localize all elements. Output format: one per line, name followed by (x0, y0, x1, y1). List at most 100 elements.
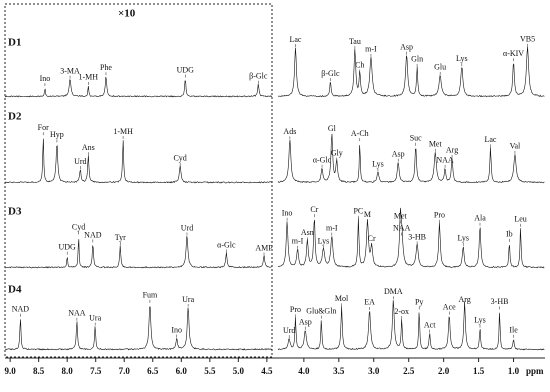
peak-label: α-KIV (503, 49, 524, 58)
x-tick-label: 8.0 (62, 366, 74, 376)
x-tick-label: 3.5 (333, 366, 345, 376)
peak-label: Met (394, 211, 408, 220)
peak-label: β-Glc (249, 72, 268, 81)
peak-label: Cr (310, 205, 318, 214)
peak-label: NAA (68, 309, 86, 318)
x-tick-label: 1.5 (473, 366, 485, 376)
x-tick-label: 5.5 (204, 366, 216, 376)
peak-label: Urd (181, 223, 193, 232)
peak-label: NAA (393, 223, 411, 232)
peak-label: NAA (436, 156, 454, 165)
peak-label: α-Glc (313, 156, 332, 165)
row-label: D1 (8, 37, 21, 49)
x-tick-label: 8.5 (33, 366, 45, 376)
x-tick-label: 5.0 (233, 366, 245, 376)
peak-label: Ura (182, 295, 194, 304)
spectrum-trace (4, 236, 273, 269)
peak-label: Ura (89, 313, 101, 322)
peak-label: Asp (392, 150, 405, 159)
scaled-region-box (4, 3, 273, 358)
peak-label: Gl (328, 124, 337, 133)
spectrum-trace (277, 133, 545, 184)
peak-label: AMP (255, 243, 273, 252)
peak-label: Gly (331, 148, 343, 157)
x-tick-label: 2.0 (438, 366, 450, 376)
peak-label: m-I (292, 237, 304, 246)
peak-label: 1-MH (79, 73, 99, 82)
peak-label: VB5 (520, 35, 535, 44)
peak-label: Asn (301, 228, 314, 237)
peak-label: Glu&Gln (306, 306, 336, 315)
x-tick-label: 7.0 (119, 366, 131, 376)
peak-label: Glu (434, 63, 446, 72)
peak-label: Hyp (50, 130, 64, 139)
peak-label: NAD (12, 304, 30, 313)
peak-label: Ace (443, 302, 456, 311)
peak-label: Pro (434, 211, 445, 220)
row-label: D3 (8, 206, 22, 218)
peak-label: Ans (82, 143, 95, 152)
peak-label: Ala (474, 214, 486, 223)
peak-label: Lys (456, 54, 468, 63)
x-tick-label: 6.0 (176, 366, 188, 376)
row-label: D4 (8, 284, 22, 296)
peak-label: Ads (283, 127, 296, 136)
peak-label: UDG (177, 65, 195, 74)
peak-label: Urd (74, 157, 86, 166)
scale-label: ×10 (118, 8, 136, 20)
spectrum-trace (277, 300, 545, 351)
peak-label: NAD (84, 230, 102, 239)
peak-label: 2-ox (394, 307, 409, 316)
peak-label: Asp (400, 43, 413, 52)
x-tick-label: 9.0 (5, 366, 17, 376)
peak-label: A-Ch (351, 129, 369, 138)
peak-label: Ino (40, 74, 51, 83)
peak-label: Lys (318, 236, 330, 245)
peak-label: Act (424, 321, 436, 330)
peak-label: For (38, 123, 49, 132)
x-tick-label: 4.0 (298, 366, 310, 376)
x-tick-label: 6.5 (147, 366, 159, 376)
x-tick-label: 3.0 (368, 366, 380, 376)
x-tick-label: 7.5 (90, 366, 102, 376)
x-tick-label: 2.5 (403, 366, 415, 376)
peak-label: Lac (289, 35, 301, 44)
peak-label: Ch (355, 60, 364, 69)
peak-label: Ino (282, 209, 293, 218)
peak-label: Fum (143, 291, 158, 300)
peak-label: 1-MH (113, 127, 133, 136)
peak-label: Lys (457, 234, 469, 243)
peak-label: M (364, 210, 371, 219)
row-label: D2 (8, 111, 22, 123)
peak-label: Ib (506, 230, 513, 239)
peak-label: Lys (372, 159, 384, 168)
peak-label: Arg (446, 146, 458, 155)
peak-label: Cyd (173, 154, 186, 163)
peak-label: m-I (365, 45, 377, 54)
spectrum-trace (4, 138, 273, 184)
peak-label: Tau (349, 37, 361, 46)
x-unit: ppm (526, 366, 544, 376)
peak-label: Suc (410, 134, 422, 143)
peak-label: Pro (290, 305, 301, 314)
peak-label: EA (364, 298, 375, 307)
peak-label: PC (353, 207, 363, 216)
peak-label: Py (415, 297, 423, 306)
peak-label: Val (510, 142, 521, 151)
peak-label: m-I (326, 224, 338, 233)
peak-label: α-Glc (217, 240, 236, 249)
peak-label: Met (429, 140, 443, 149)
peak-label: β-Glc (321, 69, 340, 78)
peak-label: Urd (283, 326, 295, 335)
peak-label: Cr (368, 234, 376, 243)
peak-label: Lys (474, 315, 486, 324)
peak-label: Mol (335, 294, 349, 303)
peak-label: Tyr (115, 233, 126, 242)
peak-label: Leu (514, 215, 526, 224)
spectrum-trace (4, 76, 273, 98)
peak-label: 3-HB (408, 232, 426, 241)
peak-label: Lac (484, 135, 496, 144)
peak-label: Cyd (72, 222, 85, 231)
x-tick-label: 4.5 (261, 366, 273, 376)
